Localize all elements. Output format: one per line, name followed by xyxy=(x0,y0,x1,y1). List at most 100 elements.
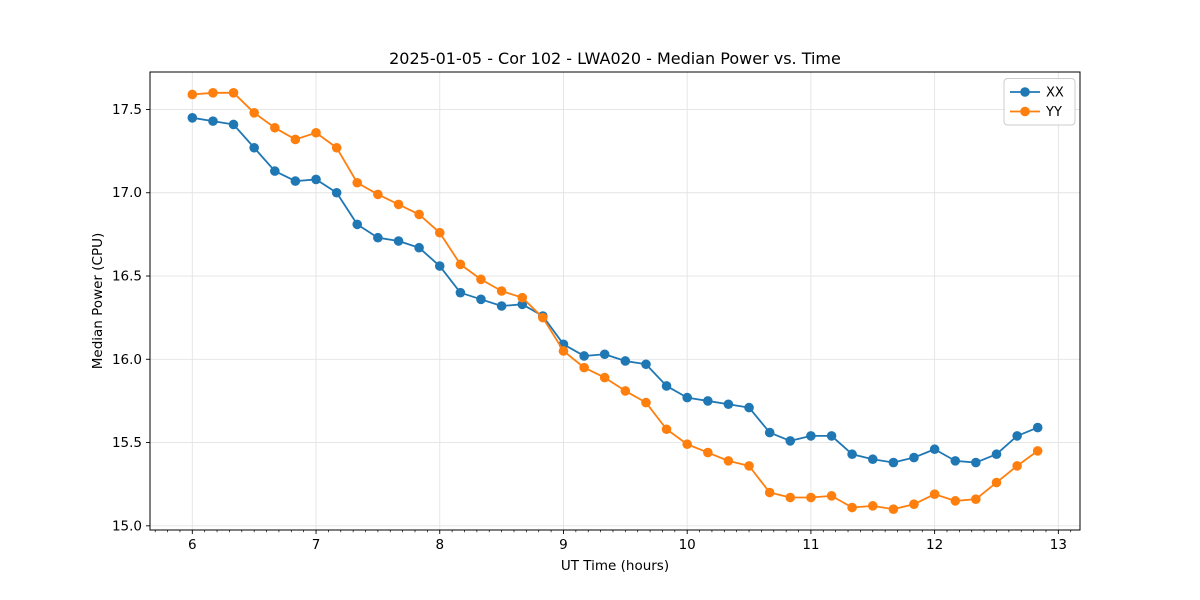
series-marker-YY xyxy=(682,439,692,450)
series-marker-YY xyxy=(641,397,651,408)
series-marker-YY xyxy=(517,292,528,303)
series-marker-XX xyxy=(414,242,424,253)
series-marker-XX xyxy=(599,349,610,360)
series-marker-XX xyxy=(826,431,837,441)
series-marker-YY xyxy=(599,372,610,383)
series-marker-XX xyxy=(682,392,692,403)
series-marker-XX xyxy=(249,142,259,153)
series-marker-XX xyxy=(847,449,857,460)
legend-marker-YY xyxy=(1020,106,1030,117)
series-marker-XX xyxy=(311,174,321,185)
series-marker-YY xyxy=(208,88,218,98)
series-marker-YY xyxy=(455,259,466,270)
series-line-YY xyxy=(192,91,1039,511)
series-marker-YY xyxy=(806,492,816,503)
series-marker-XX xyxy=(909,452,919,463)
series-marker-XX xyxy=(929,444,940,455)
series-marker-YY xyxy=(971,494,981,504)
series-marker-XX xyxy=(579,351,589,361)
series-marker-XX xyxy=(496,301,507,311)
legend-label-YY: YY xyxy=(1045,105,1062,120)
y-tick-label: 17.5 xyxy=(112,102,142,118)
series-marker-XX xyxy=(764,427,775,438)
x-tick-label: 11 xyxy=(802,537,819,553)
series-marker-YY xyxy=(620,386,631,396)
series-marker-YY xyxy=(909,499,919,509)
series-marker-XX xyxy=(331,187,342,198)
series-marker-XX xyxy=(620,356,631,366)
series-marker-XX xyxy=(393,236,404,246)
series-marker-XX xyxy=(785,436,796,446)
series-marker-YY xyxy=(434,227,445,238)
series-marker-XX xyxy=(991,449,1002,460)
series-marker-YY xyxy=(867,501,878,511)
series-marker-XX xyxy=(703,396,713,406)
x-tick-label: 6 xyxy=(188,537,197,553)
series-marker-YY xyxy=(826,491,837,501)
series-marker-XX xyxy=(290,176,301,186)
series-marker-YY xyxy=(579,362,589,373)
series-marker-YY xyxy=(764,487,775,498)
series-marker-YY xyxy=(847,502,857,513)
series-marker-XX xyxy=(661,381,672,391)
series-marker-XX xyxy=(1012,431,1022,441)
series-marker-YY xyxy=(331,142,342,153)
series-marker-YY xyxy=(785,492,796,503)
series-marker-XX xyxy=(228,119,239,130)
series-marker-YY xyxy=(744,461,754,471)
x-tick-label: 13 xyxy=(1050,537,1067,553)
plot-border xyxy=(149,71,1081,531)
series-marker-YY xyxy=(703,447,713,458)
series-marker-YY xyxy=(538,312,548,323)
series-marker-YY xyxy=(661,424,672,435)
series-marker-YY xyxy=(393,199,404,210)
y-tick-label: 15.5 xyxy=(112,435,142,451)
legend-box xyxy=(1003,78,1076,126)
series-marker-YY xyxy=(476,274,486,285)
series-marker-XX xyxy=(373,232,383,243)
series-marker-YY xyxy=(558,346,569,356)
series-marker-XX xyxy=(476,294,486,305)
series-marker-YY xyxy=(187,89,198,100)
series-marker-XX xyxy=(517,299,528,310)
series-marker-YY xyxy=(929,489,940,499)
series-marker-YY xyxy=(1032,446,1043,456)
series-marker-XX xyxy=(806,431,816,441)
series-marker-XX xyxy=(744,402,754,413)
y-axis-label-text: Median Power (CPU) xyxy=(90,232,106,370)
legend-marker-XX xyxy=(1020,87,1030,97)
legend-label-XX: XX xyxy=(1046,86,1064,101)
y-tick-label: 17.0 xyxy=(112,185,142,201)
series-marker-YY xyxy=(1012,461,1022,471)
chart-title: 2025-01-05 - Cor 102 - LWA020 - Median P… xyxy=(389,49,841,68)
series-marker-YY xyxy=(888,504,899,514)
series-marker-YY xyxy=(373,189,383,200)
series-marker-YY xyxy=(311,127,321,138)
series-marker-YY xyxy=(249,108,259,118)
x-tick-label: 7 xyxy=(312,537,321,553)
series-marker-XX xyxy=(455,287,466,298)
series-marker-XX xyxy=(641,359,651,370)
series-marker-YY xyxy=(352,177,363,188)
x-tick-label: 10 xyxy=(679,537,696,553)
series-marker-XX xyxy=(434,261,445,271)
series-marker-XX xyxy=(971,457,981,468)
series-marker-YY xyxy=(723,456,734,466)
series-marker-XX xyxy=(187,113,198,123)
series-marker-XX xyxy=(352,219,363,230)
x-axis-label: UT Time (hours) xyxy=(560,558,670,574)
series-marker-XX xyxy=(950,456,961,466)
x-tick-label: 12 xyxy=(926,537,943,553)
series-marker-YY xyxy=(496,286,507,296)
series-marker-YY xyxy=(991,477,1002,488)
y-tick-label: 16.0 xyxy=(112,352,142,368)
series-marker-XX xyxy=(208,116,218,126)
y-tick-label: 16.5 xyxy=(112,269,142,285)
series-marker-YY xyxy=(290,134,301,145)
series-marker-XX xyxy=(888,457,899,468)
series-marker-XX xyxy=(1032,422,1043,433)
series-marker-YY xyxy=(414,209,424,220)
